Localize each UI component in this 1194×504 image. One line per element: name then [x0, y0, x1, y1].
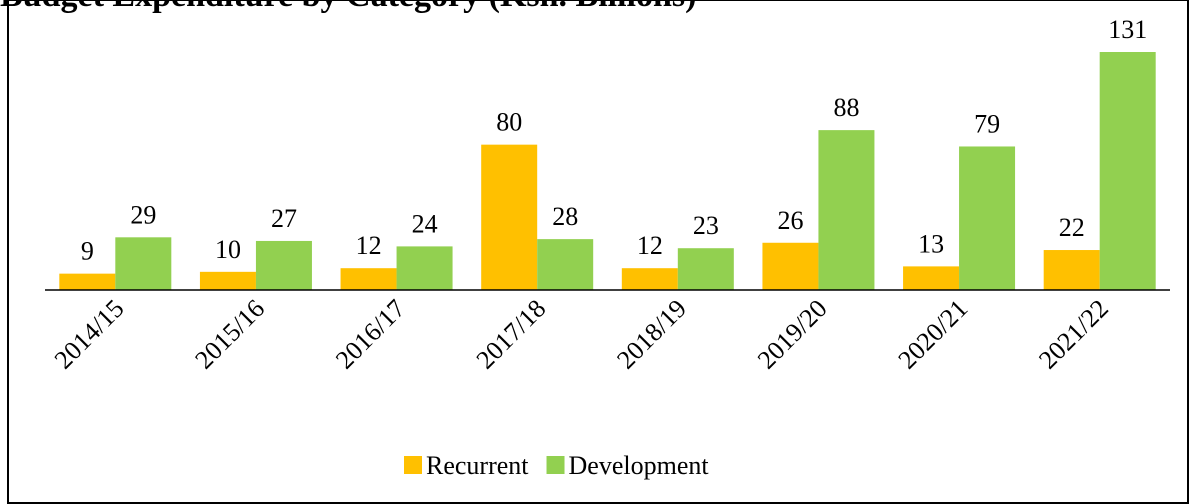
data-label: 80: [496, 108, 522, 137]
bar: [481, 144, 538, 290]
bar: [762, 242, 819, 290]
chart-title: Budget Expenditure by Category (Ksh. Bil…: [0, 0, 696, 14]
bar: [1099, 52, 1156, 290]
legend-label: Development: [569, 451, 710, 480]
bar: [903, 266, 960, 290]
data-label: 27: [271, 204, 297, 233]
data-label: 10: [215, 235, 241, 264]
bar: [1043, 250, 1100, 290]
data-label: 79: [974, 109, 1000, 138]
data-label: 26: [777, 206, 803, 235]
bar: [59, 273, 116, 290]
bar: [199, 271, 256, 290]
bar: [340, 268, 397, 290]
legend-swatch: [404, 456, 422, 474]
bar: [537, 239, 594, 290]
data-label: 23: [693, 211, 719, 240]
bar: [621, 268, 678, 290]
data-label: 9: [81, 237, 94, 266]
data-label: 131: [1108, 15, 1147, 44]
data-label: 29: [130, 200, 156, 229]
data-label: 22: [1059, 213, 1085, 242]
bar: [677, 248, 734, 290]
legend-label: Recurrent: [426, 451, 529, 480]
bar: [818, 130, 875, 290]
bar: [115, 237, 172, 290]
bar: [959, 146, 1016, 290]
data-label: 24: [412, 209, 438, 238]
data-label: 28: [552, 202, 578, 231]
legend-swatch: [546, 456, 565, 474]
data-label: 12: [637, 231, 663, 260]
bar: [255, 240, 312, 290]
bar: [396, 246, 453, 290]
data-label: 88: [833, 93, 859, 122]
data-label: 12: [356, 231, 382, 260]
data-label: 13: [918, 229, 944, 258]
